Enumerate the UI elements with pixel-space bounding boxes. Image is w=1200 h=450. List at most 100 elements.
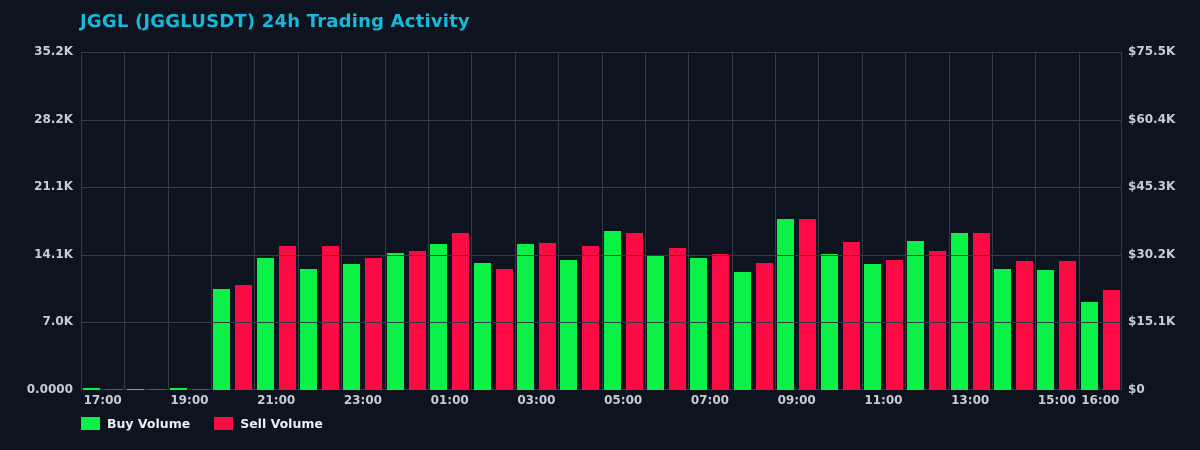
buy-bar: [256, 258, 274, 390]
buy-bar: [1080, 301, 1098, 390]
y-tick-label: $75.5K: [1128, 44, 1176, 58]
hour-slot-16:00: [1079, 52, 1122, 390]
x-tick-label: 23:00: [343, 393, 383, 407]
buy-volume-swatch: [81, 417, 100, 430]
buy-bar: [647, 255, 665, 390]
sell-bar: [712, 253, 730, 390]
sell-bar: [235, 285, 253, 390]
hour-slot-19:00: [168, 52, 211, 390]
y-tick-label: 21.1K: [34, 179, 73, 194]
sell-bar: [148, 388, 166, 390]
x-tick-label: 01:00: [430, 393, 469, 407]
hour-slot-03:00: [515, 52, 558, 390]
y-tick-label: 28.2K: [34, 111, 73, 126]
buy-bar: [1037, 269, 1055, 390]
sell-bar: [191, 388, 209, 390]
legend: Buy Volume Sell Volume: [81, 416, 323, 431]
buy-bar: [83, 388, 101, 390]
sell-bar: [885, 260, 903, 390]
hour-slot-11:00: [862, 52, 905, 390]
hour-slot-04:00: [558, 52, 601, 390]
buy-bar: [343, 264, 361, 390]
y-axis-right: $0 $15.1K $30.2K $45.3K $60.4K $75.5K: [1128, 44, 1200, 396]
buy-bar: [863, 263, 881, 390]
sell-bar: [582, 245, 600, 390]
hour-slot-02:00: [471, 52, 514, 390]
hour-slot-06:00: [645, 52, 688, 390]
x-tick-label: 05:00: [604, 393, 643, 407]
x-tick-label: 09:00: [777, 393, 816, 407]
x-tick-label: 15:00: [1037, 393, 1077, 407]
buy-bar: [386, 253, 404, 390]
x-tick-label: 03:00: [517, 393, 556, 407]
buy-bar: [820, 253, 838, 390]
sell-bar: [408, 251, 426, 390]
buy-bar: [126, 388, 144, 390]
hour-slot-22:00: [298, 52, 341, 390]
legend-label-sell: Sell Volume: [240, 416, 323, 431]
buy-bar: [430, 244, 448, 390]
buy-bar: [690, 258, 708, 390]
buy-bar: [733, 271, 751, 390]
y-tick-label: 35.2K: [34, 44, 73, 58]
x-tick-label: 21:00: [257, 393, 296, 407]
hour-slot-07:00: [688, 52, 731, 390]
bars-container: [81, 52, 1122, 390]
hour-slot-00:00: [385, 52, 428, 390]
sell-bar: [322, 246, 340, 390]
hour-slot-13:00: [949, 52, 992, 390]
sell-bar: [1059, 261, 1077, 390]
hour-slot-21:00: [255, 52, 298, 390]
hour-slot-15:00: [1035, 52, 1078, 390]
hour-slot-17:00: [81, 52, 124, 390]
sell-bar: [495, 268, 513, 390]
x-tick-label: 17:00: [83, 393, 122, 407]
y-tick-label: 0.0000: [26, 382, 73, 396]
sell-bar: [929, 251, 947, 390]
x-tick-label: 07:00: [690, 393, 730, 407]
sell-volume-swatch: [214, 417, 234, 430]
sell-bar: [842, 242, 860, 390]
y-tick-label: $45.3K: [1128, 179, 1176, 194]
buy-bar: [994, 268, 1012, 390]
legend-label-buy: Buy Volume: [107, 416, 191, 431]
hour-slot-20:00: [211, 52, 254, 390]
buy-bar: [473, 263, 491, 390]
x-tick-label: 11:00: [864, 393, 903, 407]
sell-bar: [105, 388, 123, 390]
y-tick-label: 7.0K: [42, 314, 73, 329]
buy-bar: [213, 288, 231, 390]
sell-bar: [625, 233, 643, 390]
hour-slot-23:00: [341, 52, 384, 390]
y-tick-label: $60.4K: [1128, 111, 1176, 126]
y-tick-label: 14.1K: [34, 246, 73, 261]
sell-bar: [755, 263, 773, 390]
y-tick-label: $30.2K: [1128, 246, 1176, 261]
buy-bar: [950, 233, 968, 390]
sell-bar: [799, 219, 817, 390]
buy-bar: [560, 260, 578, 390]
buy-bar: [300, 268, 318, 390]
buy-bar: [603, 230, 621, 390]
buy-bar: [777, 218, 795, 390]
x-tick-label: 16:00: [1081, 393, 1120, 407]
x-tick-label: 19:00: [170, 393, 209, 407]
buy-bar: [169, 388, 187, 390]
x-axis: 17:00 19:00 21:00 23:00 01:00 03:00 05:00 07:00…: [81, 393, 1122, 409]
hour-slot-05:00: [602, 52, 645, 390]
y-tick-label: $15.1K: [1128, 314, 1176, 329]
sell-bar: [669, 247, 687, 390]
sell-bar: [452, 232, 470, 390]
buy-bar: [516, 244, 534, 390]
sell-bar: [278, 245, 296, 390]
chart-title: JGGL (JGGLUSDT) 24h Trading Activity: [80, 11, 470, 32]
sell-bar: [1016, 261, 1034, 390]
hour-slot-01:00: [428, 52, 471, 390]
legend-item-buy: Buy Volume: [81, 416, 190, 431]
sell-bar: [1102, 289, 1120, 390]
sell-bar: [365, 257, 383, 390]
hour-slot-09:00: [775, 52, 818, 390]
plot-area: [81, 52, 1122, 390]
sell-bar: [538, 243, 556, 390]
y-axis-left: 0.0000 7.0K 14.1K 21.1K 28.2K 35.2K: [0, 44, 73, 396]
